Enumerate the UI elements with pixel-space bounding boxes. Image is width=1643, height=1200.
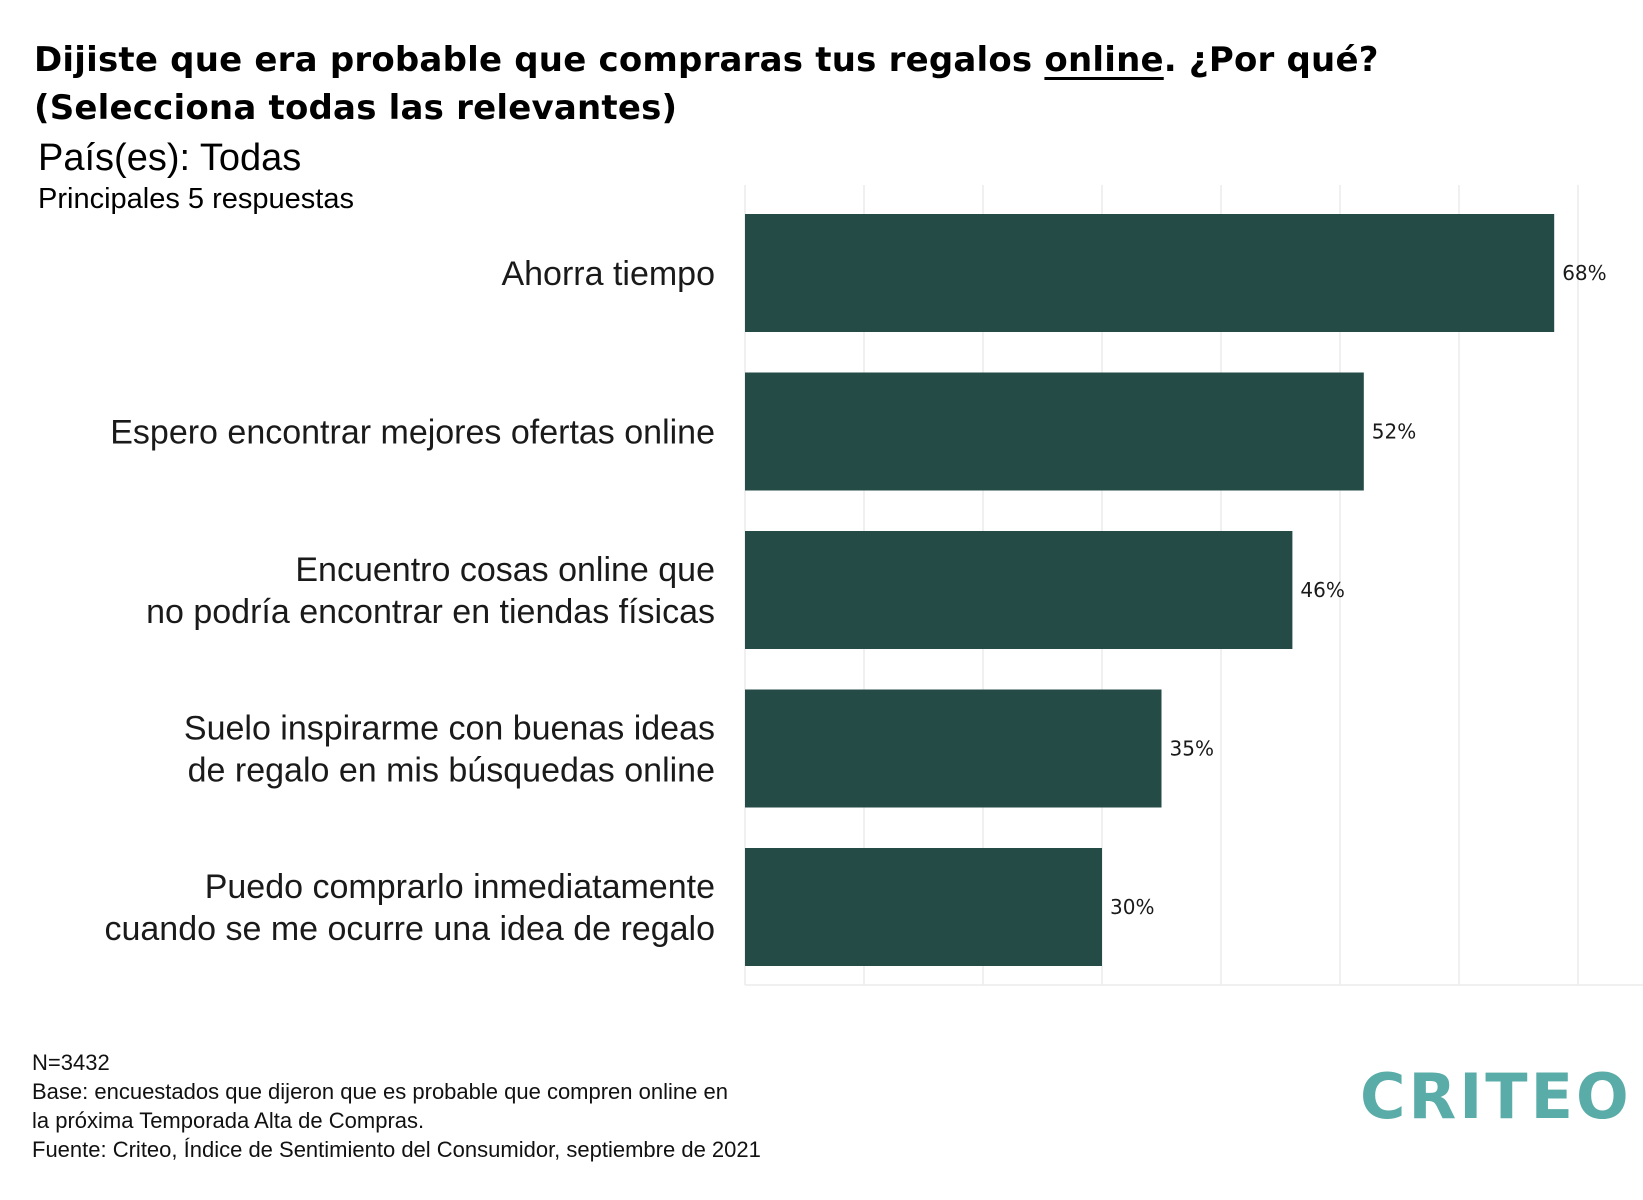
title-line-2: (Selecciona todas las relevantes): [34, 88, 678, 128]
bar-4: [745, 689, 1162, 808]
value-label-1: 68%: [1562, 261, 1606, 285]
category-label-line: de regalo en mis búsquedas online: [188, 752, 715, 790]
title-underlined-word: online: [1044, 40, 1164, 80]
footnote-base-cont: la próxima Temporada Alta de Compras.: [32, 1108, 425, 1133]
category-label-line: Encuentro cosas online que: [295, 551, 715, 589]
category-label-3: Encuentro cosas online que no podría enco…: [146, 551, 715, 631]
title-text-end: . ¿Por qué?: [1163, 40, 1379, 80]
chart-subtitle: País(es): Todas: [38, 137, 302, 179]
category-label-1: Ahorra tiempo: [501, 255, 715, 293]
category-labels: Ahorra tiempo Espero encontrar mejores of…: [104, 255, 715, 948]
category-label-line: Ahorra tiempo: [501, 255, 715, 293]
footnotes: N=3432 Base: encuestados que dijeron que…: [32, 1048, 761, 1164]
footnote-base: Base: encuestados que dijeron que es pro…: [32, 1079, 728, 1104]
bar-2: [745, 372, 1364, 491]
chart-subtitle-secondary: Principales 5 respuestas: [38, 183, 354, 215]
category-label-line: Puedo comprarlo inmediatamente: [205, 868, 715, 906]
value-label-3: 46%: [1300, 578, 1344, 602]
value-label-4: 35%: [1170, 737, 1214, 761]
value-labels: 68% 52% 46% 35% 30%: [1110, 261, 1607, 919]
title-text-start: Dijiste que era probable que compraras t…: [34, 40, 1045, 80]
bars: [745, 214, 1555, 966]
value-label-2: 52%: [1372, 420, 1416, 444]
category-label-4: Suelo inspirarme con buenas ideas de rega…: [184, 710, 715, 790]
category-label-5: Puedo comprarlo inmediatamente cuando se …: [104, 868, 715, 948]
bar-3: [745, 531, 1293, 649]
value-label-5: 30%: [1110, 895, 1154, 919]
footnote-sample-size: N=3432: [32, 1050, 110, 1075]
category-label-2: Espero encontrar mejores ofertas online: [110, 414, 715, 452]
footnote-source: Fuente: Criteo, Índice de Sentimiento de…: [32, 1137, 761, 1162]
bar-1: [745, 214, 1555, 332]
category-label-line: Suelo inspirarme con buenas ideas: [184, 710, 715, 748]
category-label-line: no podría encontrar en tiendas físicas: [146, 593, 715, 631]
category-label-line: Espero encontrar mejores ofertas online: [110, 414, 715, 452]
chart-title: Dijiste que era probable que compraras t…: [34, 36, 1534, 132]
criteo-logo: CRITEO: [1360, 1060, 1632, 1133]
bar-5: [745, 848, 1102, 966]
category-label-line: cuando se me ocurre una idea de regalo: [104, 910, 715, 948]
bar-chart: Ahorra tiempo Espero encontrar mejores of…: [104, 185, 1643, 986]
